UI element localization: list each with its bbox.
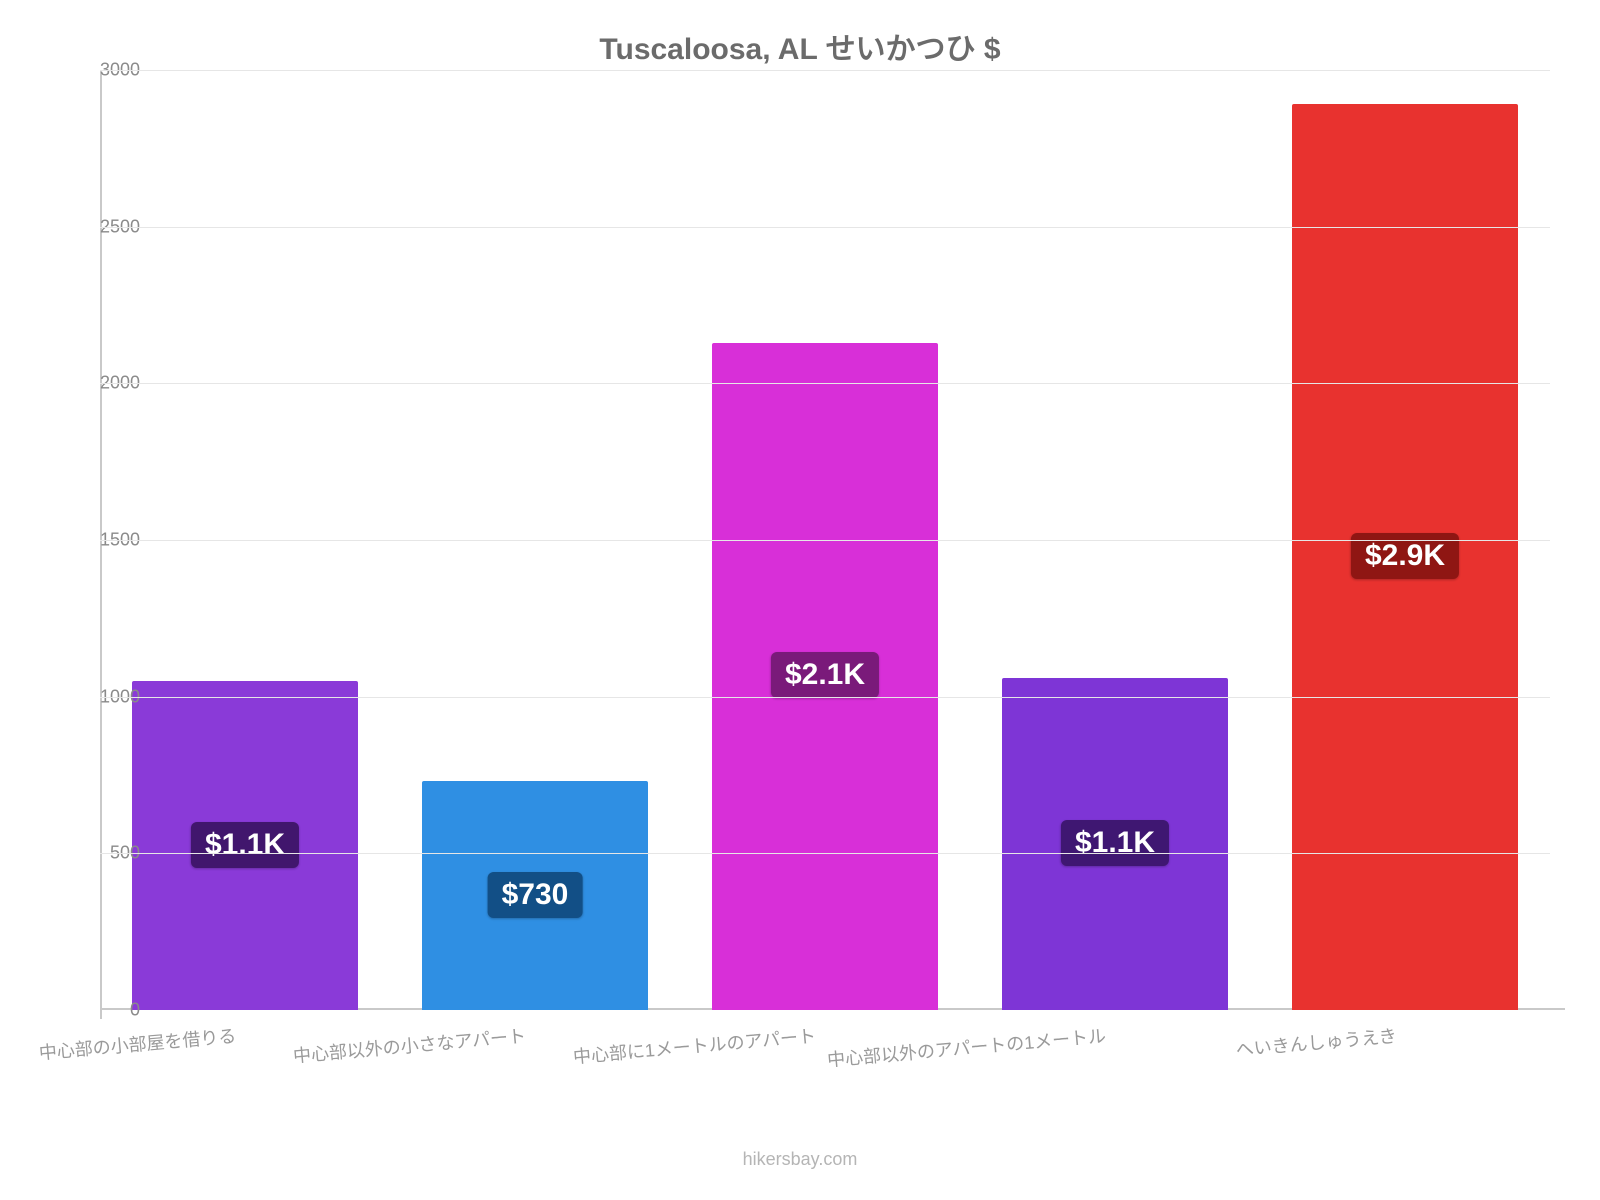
grid-line (100, 853, 1550, 854)
attribution-text: hikersbay.com (0, 1149, 1600, 1170)
grid-line (100, 383, 1550, 384)
bar: $730 (422, 781, 648, 1010)
bar: $1.1K (1002, 678, 1228, 1010)
bar: $1.1K (132, 681, 358, 1010)
grid-line (100, 227, 1550, 228)
chart-container: Tuscaloosa, AL せいかつひ $ $1.1K $730 $2.1K $1.… (0, 0, 1600, 1200)
chart-title: Tuscaloosa, AL せいかつひ $ (0, 24, 1600, 68)
x-tick-label: 中心部以外のアパートの1メートル (826, 1022, 1107, 1072)
grid-line (100, 697, 1550, 698)
x-tick-label: へいきんしゅうえき (1234, 1022, 1397, 1062)
grid-line (100, 540, 1550, 541)
value-badge: $730 (488, 872, 583, 918)
grid-line (100, 70, 1550, 71)
bar: $2.1K (712, 343, 938, 1010)
x-tick-label: 中心部に1メートルのアパート (572, 1022, 817, 1069)
bar: $2.9K (1292, 104, 1518, 1010)
value-badge: $2.1K (771, 652, 879, 698)
value-badge: $1.1K (1061, 820, 1169, 866)
value-badge: $1.1K (191, 822, 299, 868)
x-tick-labels: 中心部の小部屋を借りる中心部以外の小さなアパート中心部に1メートルのアパート中心… (100, 1014, 1550, 1134)
x-tick-label: 中心部の小部屋を借りる (38, 1022, 238, 1065)
x-tick-label: 中心部以外の小さなアパート (292, 1022, 527, 1068)
